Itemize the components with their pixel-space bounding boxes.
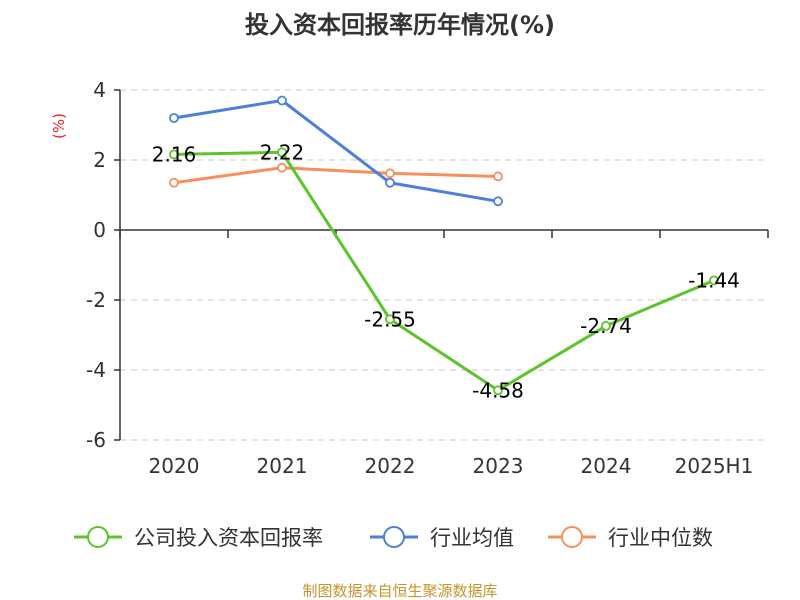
legend-swatch-marker: [87, 526, 109, 548]
data-point: [493, 171, 503, 182]
x-tick-label: 2023: [473, 454, 524, 478]
data-label: -2.74: [580, 314, 632, 338]
data-point: [385, 168, 395, 179]
data-point: [169, 149, 179, 160]
y-tick-label: 2: [93, 148, 106, 172]
y-tick-label: -4: [86, 358, 106, 382]
data-point: [601, 320, 611, 331]
x-tick-label: 2020: [149, 454, 200, 478]
legend-label: 行业中位数: [608, 526, 713, 550]
series-lines: [169, 95, 719, 396]
data-point: [277, 95, 287, 106]
x-tick-label: 2025H1: [675, 454, 754, 478]
data-labels: 2.16 2.22 -2.55 -4.58 -2.74 -1.44: [152, 140, 740, 402]
data-point: [493, 196, 503, 207]
data-point: [169, 113, 179, 123]
data-point: [277, 162, 287, 173]
data-point: [493, 385, 503, 396]
data-point: [169, 177, 179, 188]
grid-lines: [120, 89, 768, 441]
chart-title: 投入资本回报率历年情况(%): [245, 11, 555, 39]
y-tick-label: -6: [86, 428, 106, 452]
x-tick-label: 2024: [581, 454, 632, 478]
series-line: [172, 150, 716, 392]
data-point: [385, 177, 395, 188]
x-tick-label: 2022: [365, 454, 416, 478]
axes: 4 2 0 -2 -4 -6 2020 2021 2022 2023 2024 2025H1: [86, 78, 769, 478]
y-tick-label: -2: [86, 288, 106, 312]
legend-label: 行业均值: [430, 526, 514, 550]
data-label: 2.22: [260, 140, 305, 164]
y-axis-unit-label: (%): [50, 113, 68, 139]
legend-swatch-marker: [561, 526, 583, 548]
y-tick-label: 0: [93, 218, 106, 242]
legend: 公司投入资本回报率 行业均值 行业中位数: [74, 526, 713, 550]
data-label: 2.16: [152, 142, 197, 166]
data-point: [385, 314, 395, 325]
source-note: 制图数据来自恒生聚源数据库: [302, 582, 497, 600]
data-point: [709, 275, 719, 286]
data-label: -4.58: [472, 378, 524, 402]
data-label: -2.55: [364, 307, 416, 331]
data-point: [277, 147, 287, 158]
y-tick-label: 4: [93, 78, 106, 102]
legend-swatch-marker: [383, 526, 405, 548]
series-line: [172, 99, 500, 203]
legend-label: 公司投入资本回报率: [134, 526, 323, 550]
x-tick-label: 2021: [257, 454, 308, 478]
series-line: [172, 166, 500, 185]
data-label: -1.44: [688, 268, 740, 292]
